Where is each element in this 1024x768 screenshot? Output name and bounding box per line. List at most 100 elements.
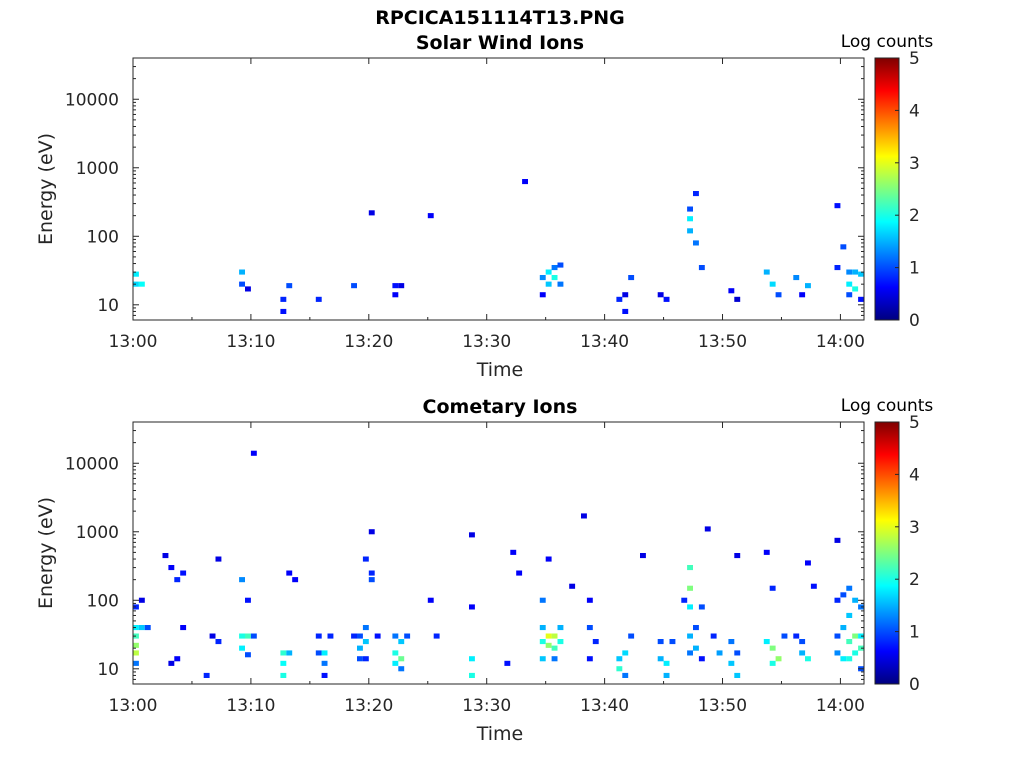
heatmap-cell	[852, 633, 859, 639]
heatmap-cell	[551, 645, 558, 651]
colorbar-tick-label: 5	[909, 49, 920, 69]
heatmap-cell	[315, 650, 322, 656]
figure-title: RPCICA151114T13.PNG	[375, 7, 625, 29]
y-tick-label: 10	[97, 660, 119, 680]
heatmap-cell	[321, 650, 328, 656]
heatmap-cell	[286, 650, 293, 656]
heatmap-cell	[805, 656, 811, 662]
heatmap-cells	[133, 450, 864, 678]
heatmap-cell	[622, 650, 629, 656]
x-tick-label: 13:40	[580, 696, 629, 716]
colorbar-scale	[874, 57, 900, 321]
heatmap-cell	[180, 625, 187, 631]
heatmap-cell	[763, 549, 770, 555]
heatmap-cell	[245, 597, 251, 603]
heatmap-cell	[539, 275, 546, 281]
heatmap-cell	[657, 292, 664, 298]
heatmap-cell	[280, 296, 287, 302]
heatmap-cell	[846, 585, 853, 591]
plot-frame	[132, 421, 865, 685]
heatmap-cell	[280, 650, 287, 656]
heatmap-cell	[846, 269, 853, 275]
heatmap-cell	[681, 597, 688, 603]
colorbar: Log counts 0 1 2 3 4 5	[841, 32, 934, 331]
heatmap-cell	[362, 656, 369, 662]
heatmap-cell	[663, 296, 670, 302]
heatmap-cell	[669, 639, 676, 645]
heatmap-cell	[846, 639, 853, 645]
heatmap-cell	[539, 597, 546, 603]
y-axis: 10 100 1000 10000	[65, 57, 864, 321]
x-tick-label: 13:10	[226, 332, 275, 352]
heatmap-cell	[551, 275, 558, 281]
heatmap-cell	[852, 269, 859, 275]
heatmap-cell	[586, 597, 593, 603]
heatmap-cell	[834, 650, 841, 656]
heatmap-cell	[810, 583, 817, 589]
x-tick-label: 13:00	[109, 332, 158, 352]
heatmap-cell	[840, 625, 847, 631]
heatmap-cell	[357, 645, 363, 651]
y-tick-label: 100	[87, 591, 119, 611]
heatmap-cell	[622, 292, 629, 298]
heatmap-cell	[321, 660, 328, 666]
heatmap-cell	[616, 296, 623, 302]
heatmap-cell	[693, 240, 699, 246]
heatmap-cell	[640, 553, 646, 559]
heatmap-cell	[687, 206, 693, 212]
heatmap-cell	[545, 556, 552, 562]
heatmap-cell	[280, 308, 287, 314]
x-tick-label: 13:30	[462, 696, 511, 716]
heatmap-cell	[834, 203, 841, 209]
heatmap-cell	[616, 656, 623, 662]
heatmap-cell	[315, 296, 322, 302]
heatmap-cell	[392, 633, 399, 639]
heatmap-cell	[469, 672, 475, 678]
heatmap-cell	[138, 625, 145, 631]
heatmap-cell	[469, 656, 475, 662]
heatmap-cell	[687, 228, 693, 234]
heatmap-cell	[687, 650, 693, 656]
heatmap-cell	[245, 286, 251, 292]
heatmap-cell	[545, 281, 552, 287]
heatmap-cell	[581, 513, 587, 519]
heatmap-cell	[539, 292, 546, 298]
panel-cometary: Cometary Ions 13:00 13:10 13:20 13:30 13:40 1…	[35, 396, 933, 745]
heatmap-cell	[133, 271, 139, 277]
heatmap-cell	[858, 296, 864, 302]
heatmap-cell	[763, 639, 770, 645]
heatmap-cell	[728, 660, 735, 666]
heatmap-cell	[250, 450, 257, 456]
heatmap-cell	[834, 633, 841, 639]
heatmap-cell	[734, 296, 741, 302]
heatmap-cell	[133, 650, 139, 656]
x-axis: 13:00 13:10 13:20 13:30 13:40 13:50 14:00	[109, 422, 865, 716]
heatmap-cell	[368, 577, 375, 583]
heatmap-cell	[398, 283, 405, 289]
heatmap-cell	[799, 292, 806, 298]
heatmap-cell	[663, 660, 670, 666]
heatmap-cell	[362, 639, 369, 645]
heatmap-cell	[239, 645, 245, 651]
heatmap-cell	[392, 650, 399, 656]
heatmap-cell	[622, 672, 629, 678]
heatmap-cell	[805, 560, 811, 566]
heatmap-cell	[357, 633, 363, 639]
heatmap-cell	[516, 570, 523, 576]
colorbar-tick-label: 0	[909, 311, 920, 331]
heatmap-cell	[510, 549, 517, 555]
heatmap-cell	[622, 308, 629, 314]
heatmap-cell	[793, 633, 800, 639]
heatmap-cell	[138, 597, 145, 603]
heatmap-cell	[557, 262, 564, 268]
heatmap-cell	[693, 645, 699, 651]
heatmap-cell	[557, 639, 564, 645]
heatmap-cell	[351, 633, 357, 639]
heatmap-cell	[203, 672, 210, 678]
heatmap-cell	[834, 265, 841, 271]
heatmap-cell	[168, 565, 175, 571]
heatmap-cell	[392, 660, 399, 666]
heatmap-cell	[698, 656, 705, 662]
heatmap-cell	[368, 529, 375, 535]
